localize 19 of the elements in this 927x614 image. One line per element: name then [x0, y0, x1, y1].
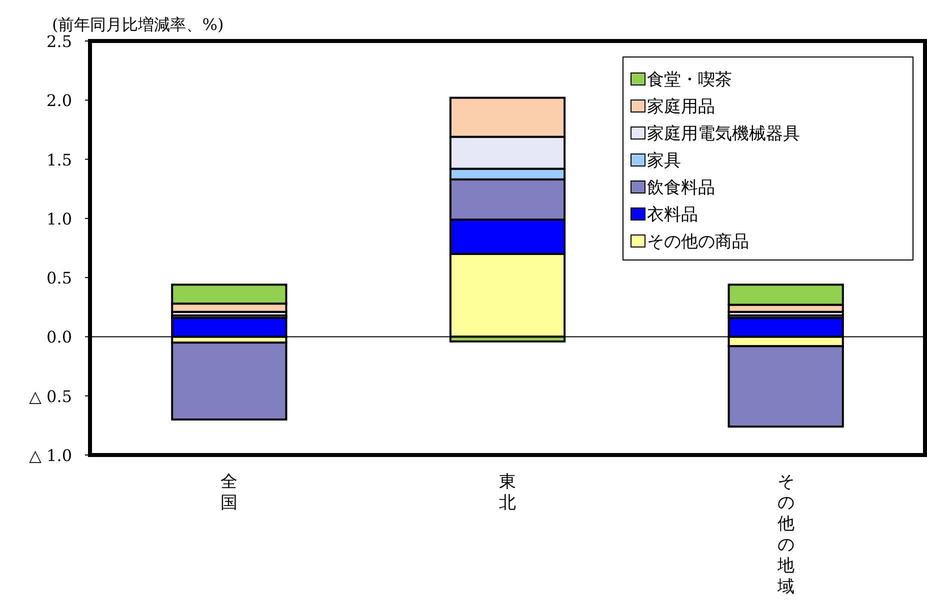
legend-label: 家具 — [647, 151, 681, 171]
y-axis-title: (前年同月比増減率、%) — [52, 15, 224, 34]
y-tick-label: 1.5 — [46, 150, 72, 170]
y-tick-label: 0.0 — [46, 328, 72, 347]
y-tick-label: 2.5 — [46, 32, 72, 51]
legend-label: 食堂・喫茶 — [647, 70, 732, 90]
x-tick-label: その他の地域 — [776, 472, 794, 597]
y-tick-label: △ 0.5 — [29, 386, 72, 406]
x-tick-label: 東北 — [499, 472, 516, 513]
legend-label: 家庭用品 — [647, 97, 715, 117]
x-tick-label: 全国 — [220, 472, 238, 513]
y-tick-label: 2.0 — [46, 91, 72, 110]
legend-label: 衣料品 — [647, 205, 698, 225]
y-tick-label: 1.0 — [46, 209, 72, 228]
legend-label: 飲食料品 — [647, 178, 715, 198]
y-tick-label: △ 1.0 — [29, 446, 72, 465]
legend-label: その他の商品 — [647, 232, 749, 252]
legend-label: 家庭用電気機械器具 — [647, 124, 800, 144]
y-tick-label: 0.5 — [46, 268, 72, 288]
